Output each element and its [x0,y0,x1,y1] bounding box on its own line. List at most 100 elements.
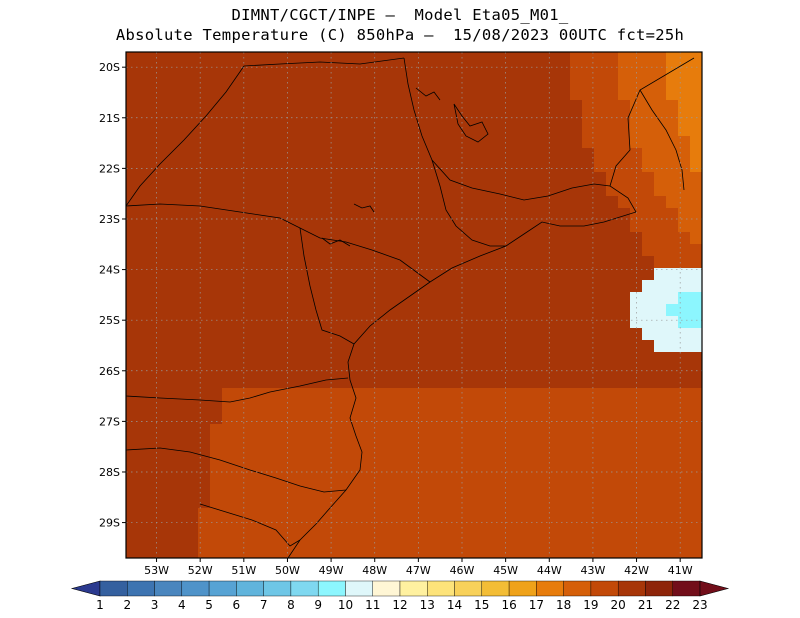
field-cell [642,232,655,245]
field-cell [450,388,463,401]
field-cell [438,388,451,401]
field-cell [630,280,643,293]
field-cell [450,556,463,558]
field-cell [546,232,559,245]
field-cell [210,160,223,173]
field-cell [282,352,295,365]
field-cell [426,184,439,197]
field-cell [450,496,463,509]
field-cell [246,484,259,497]
field-cell [582,88,595,101]
field-cell [294,340,307,353]
field-cell [678,232,691,245]
field-cell [486,196,499,209]
field-cell [630,304,643,317]
field-cell [606,292,619,305]
field-cell [318,208,331,221]
field-cell [150,388,163,401]
field-cell [330,88,343,101]
field-cell [558,76,571,89]
field-cell [246,280,259,293]
field-cell [654,100,667,113]
field-cell [414,508,427,521]
field-cell [450,280,463,293]
river-grande [415,87,441,101]
field-cell [138,376,151,389]
field-cell [270,64,283,77]
field-cell [666,556,679,558]
field-cell [258,544,271,557]
field-cell [330,172,343,185]
field-cell [378,424,391,437]
field-cell [138,280,151,293]
field-cell [450,292,463,305]
field-cell [222,88,235,101]
field-cell [330,412,343,425]
field-cell [402,100,415,113]
field-cell [570,280,583,293]
field-cell [510,340,523,353]
field-cell [270,304,283,317]
field-cell [522,280,535,293]
field-cell [426,88,439,101]
field-cell [606,268,619,281]
field-cell [582,172,595,185]
field-cell [558,340,571,353]
field-cell [618,112,631,125]
field-cell [258,172,271,185]
field-cell [474,196,487,209]
field-cell [570,112,583,125]
field-cell [390,508,403,521]
field-cell [138,124,151,137]
field-cell [126,184,139,197]
field-cell [282,292,295,305]
lon-tick-label: 48W [362,564,387,577]
field-cell [330,544,343,557]
field-cell [210,148,223,161]
field-cell [294,136,307,149]
field-cell [498,460,511,473]
field-cell [654,352,667,365]
field-cell [678,244,691,257]
field-cell [546,220,559,233]
field-cell [522,148,535,161]
field-cell [426,424,439,437]
field-cell [594,100,607,113]
field-cell [486,88,499,101]
field-cell [546,316,559,329]
field-cell [666,484,679,497]
field-cell [558,532,571,545]
field-cell [162,172,175,185]
field-cell [186,280,199,293]
field-cell [534,88,547,101]
field-cell [306,268,319,281]
field-cell [270,88,283,101]
field-cell [186,232,199,245]
field-cell [654,172,667,185]
field-cell [258,400,271,413]
field-cell [510,316,523,329]
field-cell [150,340,163,353]
field-cell [162,280,175,293]
field-cell [606,112,619,125]
field-cell [618,340,631,353]
field-cell [366,148,379,161]
field-cell [522,244,535,257]
field-cell [690,268,702,281]
field-cell [186,328,199,341]
field-cell [414,340,427,353]
field-cell [222,136,235,149]
field-cell [450,76,463,89]
field-cell [534,436,547,449]
field-cell [162,88,175,101]
field-cell [174,208,187,221]
field-cell [522,316,535,329]
field-cell [198,496,211,509]
field-cell [582,76,595,89]
field-cell [474,448,487,461]
field-cell [510,88,523,101]
field-cell [498,136,511,149]
field-cell [474,160,487,173]
field-cell [546,292,559,305]
plot-frame [125,51,703,559]
